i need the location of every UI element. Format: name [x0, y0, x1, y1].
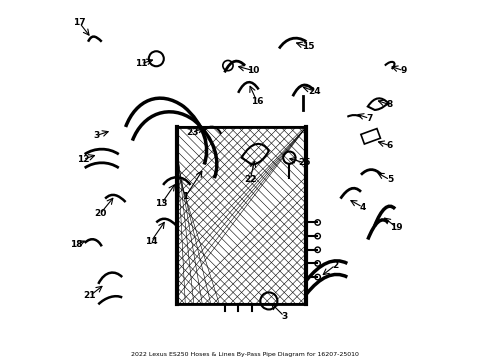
Text: 14: 14 [145, 237, 157, 246]
Text: 5: 5 [387, 175, 393, 184]
Text: 12: 12 [77, 155, 89, 164]
Text: 10: 10 [247, 66, 260, 75]
Text: 3: 3 [281, 312, 287, 321]
Text: 13: 13 [155, 199, 168, 208]
Text: 6: 6 [387, 141, 393, 150]
Text: 2: 2 [332, 261, 339, 270]
Text: 16: 16 [251, 97, 263, 106]
Text: 8: 8 [387, 100, 393, 109]
Bar [361, 129, 380, 144]
Text: 2022 Lexus ES250 Hoses & Lines By-Pass Pipe Diagram for 16207-25010: 2022 Lexus ES250 Hoses & Lines By-Pass P… [131, 352, 359, 357]
Text: 21: 21 [83, 291, 96, 300]
Text: 7: 7 [367, 114, 373, 123]
Text: 15: 15 [302, 42, 315, 51]
Text: 11: 11 [135, 59, 147, 68]
Text: 22: 22 [244, 175, 256, 184]
Text: 17: 17 [73, 18, 86, 27]
Text: 1: 1 [182, 192, 189, 201]
Text: 18: 18 [70, 240, 82, 249]
Text: 23: 23 [186, 127, 198, 136]
Text: 9: 9 [400, 66, 407, 75]
Text: 19: 19 [391, 223, 403, 232]
Text: 24: 24 [309, 87, 321, 96]
Text: 25: 25 [298, 158, 311, 167]
Text: 20: 20 [94, 210, 106, 219]
Bar [177, 127, 306, 304]
Text: 3: 3 [94, 131, 100, 140]
Text: 4: 4 [360, 203, 366, 212]
